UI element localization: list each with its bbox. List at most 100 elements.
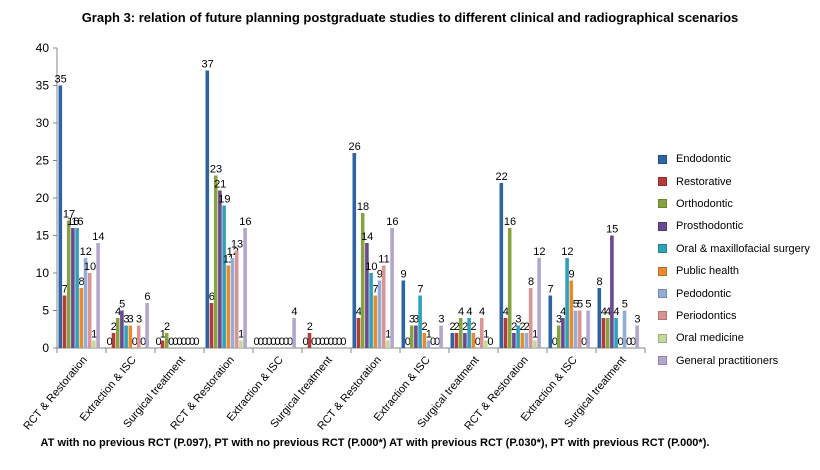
- data-label: 14: [361, 231, 373, 243]
- bar: [556, 325, 561, 348]
- data-label: 3: [123, 314, 129, 326]
- bar: [160, 340, 165, 348]
- bar: [365, 243, 369, 348]
- bar: [205, 70, 210, 348]
- bar: [484, 340, 488, 348]
- data-label: 21: [214, 179, 226, 191]
- bar: [115, 318, 120, 348]
- y-tick-label: 30: [36, 116, 50, 130]
- bar: [79, 288, 84, 348]
- legend-label: Endodontic: [676, 153, 732, 166]
- data-label: 1: [483, 329, 489, 341]
- bar: [577, 310, 582, 348]
- legend-label: Oral medicine: [676, 332, 744, 345]
- data-label: 0: [581, 336, 587, 348]
- bar: [561, 318, 565, 348]
- data-label: 6: [209, 291, 215, 303]
- data-label: 17: [63, 209, 75, 221]
- data-label: 13: [231, 239, 243, 251]
- data-label: 0: [185, 336, 191, 348]
- bar: [467, 318, 471, 348]
- data-label: 2: [164, 321, 170, 333]
- legend-label: Oral & maxillofacial surgery: [676, 242, 810, 255]
- data-label: 5: [585, 299, 591, 311]
- y-tick-label: 5: [42, 304, 49, 318]
- data-label: 1: [385, 329, 391, 341]
- data-label: 0: [254, 336, 260, 348]
- data-label: 1: [532, 329, 538, 341]
- bar: [209, 303, 214, 348]
- bar: [230, 258, 235, 348]
- legend-item: Pedodontic: [658, 282, 810, 304]
- data-label: 4: [601, 306, 607, 318]
- bar: [605, 318, 610, 348]
- data-label: 3: [515, 314, 521, 326]
- bar: [622, 310, 627, 348]
- data-label: 35: [54, 74, 66, 86]
- bar: [145, 303, 149, 348]
- data-label: 22: [495, 171, 507, 183]
- data-label: 1: [160, 329, 166, 341]
- bar: [512, 333, 516, 348]
- legend-label: General practitioners: [676, 354, 779, 367]
- bar: [87, 273, 92, 348]
- y-tick-label: 40: [36, 41, 50, 55]
- bar: [524, 333, 529, 348]
- bar: [548, 295, 553, 348]
- data-label: 0: [324, 336, 330, 348]
- data-label: 0: [487, 336, 493, 348]
- data-label: 8: [79, 276, 85, 288]
- data-label: 11: [223, 254, 234, 266]
- legend-item: Oral medicine: [658, 327, 810, 349]
- bar: [458, 318, 463, 348]
- data-label: 0: [303, 336, 309, 348]
- data-label: 4: [479, 306, 485, 318]
- bar: [307, 333, 312, 348]
- legend-swatch: [658, 356, 667, 366]
- bar: [499, 183, 504, 348]
- y-tick-label: 20: [36, 191, 50, 205]
- legend-item: Orthodontic: [658, 193, 810, 215]
- data-label: 4: [605, 306, 611, 318]
- bar: [386, 340, 390, 348]
- legend-item: Periodontics: [658, 305, 810, 327]
- data-label: 4: [458, 306, 464, 318]
- data-label: 7: [373, 284, 379, 296]
- bar: [360, 213, 365, 348]
- data-label: 7: [548, 284, 554, 296]
- data-label: 7: [417, 284, 423, 296]
- data-label: 10: [365, 261, 377, 273]
- bar: [111, 333, 116, 348]
- data-label: 9: [401, 269, 407, 281]
- data-label: 16: [67, 216, 79, 228]
- legend-swatch: [658, 311, 667, 321]
- data-label: 0: [258, 336, 264, 348]
- data-label: 5: [119, 299, 125, 311]
- data-label: 0: [189, 336, 195, 348]
- bar: [62, 295, 67, 348]
- data-label: 0: [266, 336, 272, 348]
- data-label: 11: [378, 254, 389, 266]
- bar: [463, 333, 467, 348]
- data-label: 0: [177, 336, 183, 348]
- data-label: 19: [218, 194, 230, 206]
- data-label: 1: [91, 329, 97, 341]
- legend-swatch: [658, 177, 667, 187]
- legend-item: Restorative: [658, 170, 810, 192]
- data-label: 0: [552, 336, 558, 348]
- data-label: 2: [471, 321, 477, 333]
- bar: [58, 85, 63, 348]
- data-label: 0: [618, 336, 624, 348]
- data-label: 0: [262, 336, 268, 348]
- data-label: 0: [630, 336, 636, 348]
- bar: [243, 228, 247, 348]
- bar: [479, 318, 484, 348]
- data-label: 4: [613, 306, 619, 318]
- bar: [573, 310, 578, 348]
- bar: [66, 220, 71, 348]
- bar: [503, 318, 508, 348]
- bar: [75, 228, 79, 348]
- data-label: 12: [80, 246, 92, 258]
- legend: Endodontic Restorative Orthodontic Prosthod…: [658, 148, 810, 372]
- chart-title: Graph 3: relation of future planning pos…: [81, 10, 739, 25]
